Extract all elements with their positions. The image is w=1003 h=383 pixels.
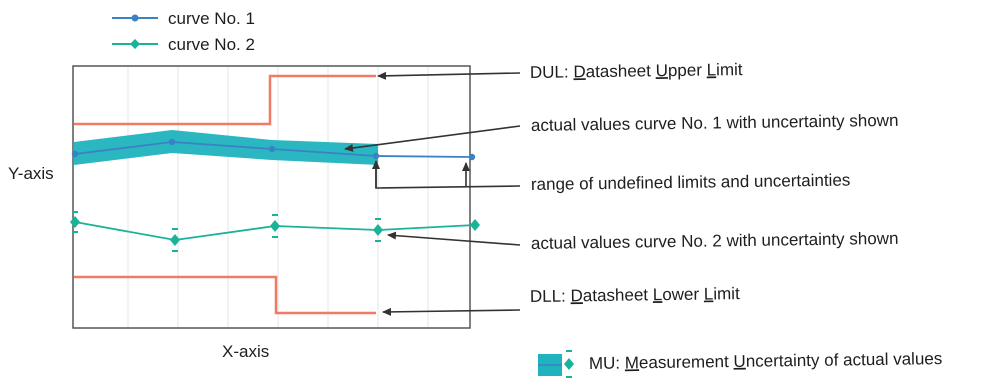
curve1-actual-arrow [344, 125, 521, 152]
curve1-point [468, 153, 476, 161]
mu-legend-diamond [564, 358, 574, 370]
mu-legend: MU: Measurement Uncertainty of actual va… [538, 349, 943, 378]
curve1-point [168, 138, 176, 146]
curve2-actual-annotation: actual values curve No. 2 with uncertain… [531, 229, 899, 253]
y-axis-label: Y-axis [8, 164, 54, 183]
annotation-arrows [344, 71, 521, 316]
dll-arrow [382, 307, 521, 316]
curve2-error-bars [72, 211, 381, 252]
plot-frame [72, 65, 471, 329]
curve2-point [470, 219, 480, 231]
x-axis-label: X-axis [222, 342, 269, 361]
legend-curve2-marker [130, 39, 140, 49]
mu-annotation: MU: Measurement Uncertainty of actual va… [589, 349, 943, 373]
curve2-point [270, 220, 280, 232]
undefined-range-annotation: range of undefined limits and uncertaint… [531, 171, 851, 194]
legend-curve1-marker [131, 14, 139, 22]
curve2-actual-arrow [387, 231, 521, 246]
plot-area [70, 65, 480, 329]
curve2-point [373, 224, 383, 236]
legend-curve2-label: curve No. 2 [168, 35, 255, 54]
curve1-point [372, 152, 380, 160]
curve2-point [170, 234, 180, 246]
curve1-actual-annotation: actual values curve No. 1 with uncertain… [531, 111, 899, 135]
curve1-point [71, 150, 79, 158]
curve1-point [268, 145, 276, 153]
legend-curve2: curve No. 2 [112, 35, 255, 54]
legend: curve No. 1 curve No. 2 [112, 9, 255, 54]
dul-arrow [377, 71, 521, 80]
dll-annotation: DLL: Datasheet Lower Limit [530, 284, 740, 306]
dll-line [74, 275, 376, 315]
curve2-point [70, 216, 80, 228]
dul-annotation: DUL: Datasheet Upper Limit [530, 60, 743, 82]
dul-line [74, 74, 376, 126]
legend-curve1-label: curve No. 1 [168, 9, 255, 28]
grid [127, 67, 429, 327]
legend-curve1: curve No. 1 [112, 9, 255, 28]
curve1-uncertainty-band [74, 130, 378, 165]
